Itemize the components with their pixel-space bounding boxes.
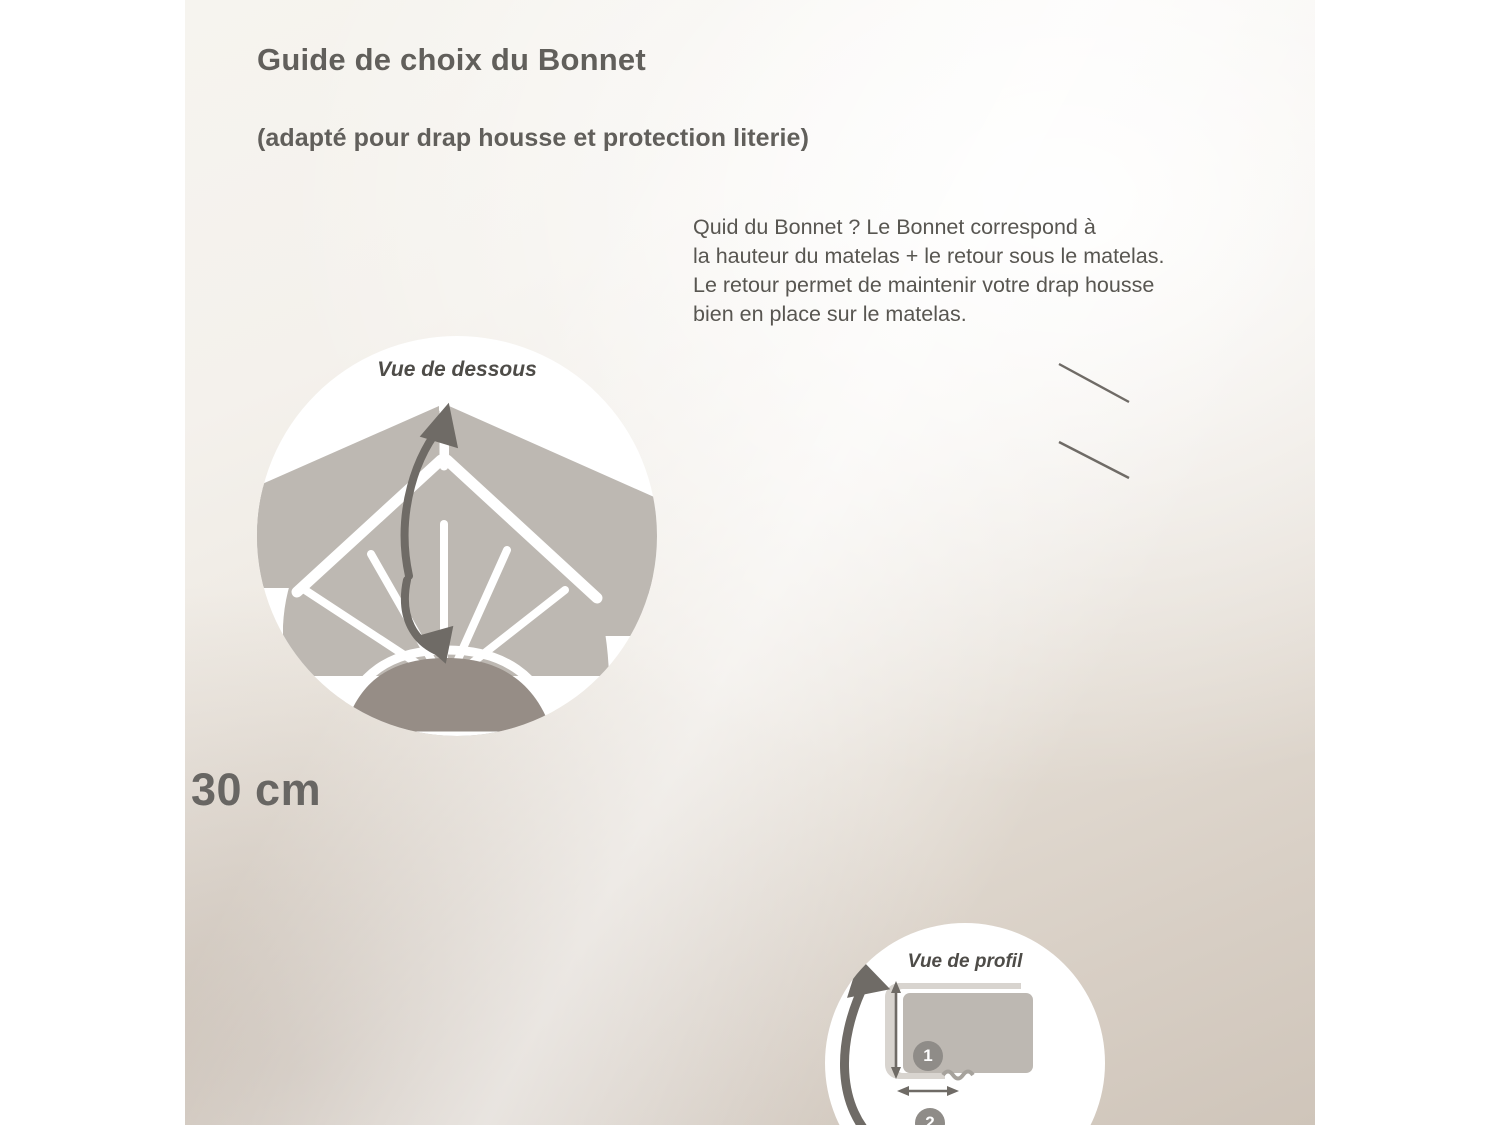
intro-paragraph: Quid du Bonnet ? Le Bonnet correspond à … bbox=[693, 215, 1165, 326]
bottom-view-caption: Vue de dessous bbox=[377, 358, 537, 381]
elastic-icon bbox=[941, 1069, 975, 1081]
artwork-panel: Guide de choix du Bonnet (adapté pour dr… bbox=[185, 0, 1315, 1125]
page-subtitle: (adapté pour drap housse et protection l… bbox=[257, 124, 809, 152]
arrow-head-down bbox=[414, 625, 454, 664]
profile-view-caption: Vue de profil bbox=[907, 951, 1023, 972]
page-title: Guide de choix du Bonnet bbox=[257, 42, 646, 77]
bonnet-dimension-arrow bbox=[840, 957, 891, 1125]
measure-label-30cm: 30 cm bbox=[191, 764, 322, 815]
return-fold bbox=[343, 658, 553, 736]
badge-2-profile: 2 bbox=[915, 1108, 945, 1125]
bottom-view-diagram: Vue de dessous bbox=[257, 336, 657, 736]
profile-view-diagram: Vue de profil 1 2 bbox=[825, 923, 1105, 1125]
callout-leader-lines bbox=[1058, 362, 1130, 480]
arrow-head-up bbox=[419, 402, 459, 449]
badge-1-profile: 1 bbox=[913, 1041, 943, 1071]
